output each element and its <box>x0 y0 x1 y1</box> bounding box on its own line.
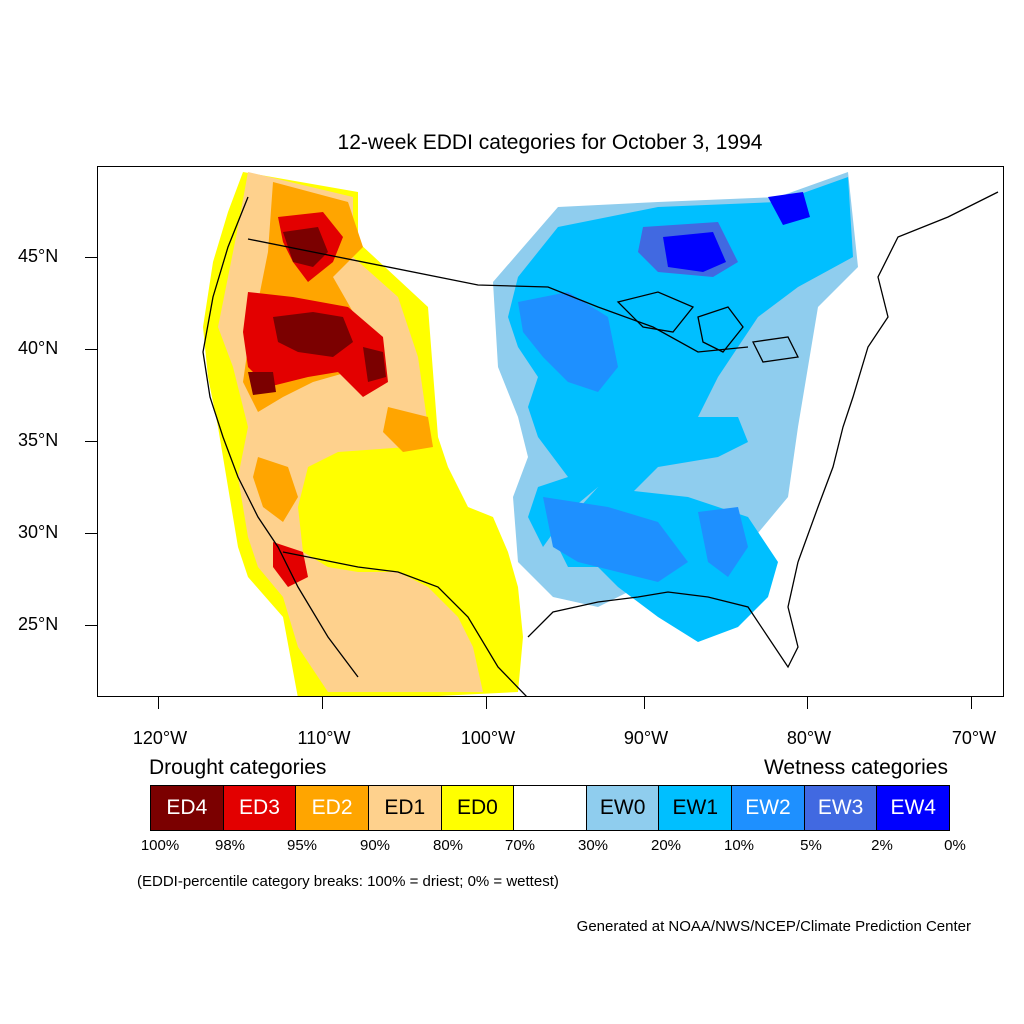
break-label: 20% <box>650 837 682 854</box>
break-label: 10% <box>723 837 755 854</box>
lat-label-40: 40°N <box>18 338 59 358</box>
ew4-region-ontario <box>663 232 726 272</box>
ed4-region-washington <box>283 227 328 267</box>
lon-tick-110 <box>322 697 323 709</box>
lon-label-80: 80°W <box>786 728 832 748</box>
great-lakes <box>616 291 799 363</box>
lat-tick-25 <box>85 625 97 626</box>
ew2-region-gulf <box>543 497 688 582</box>
ew4-region-quebec <box>768 192 810 225</box>
break-label: 98% <box>214 837 246 854</box>
ew2-region-georgia <box>698 507 748 577</box>
lat-tick-30 <box>85 533 97 534</box>
break-label: 100% <box>140 837 180 854</box>
lon-label-70: 70°W <box>951 728 997 748</box>
map-title: 12-week EDDI categories for October 3, 1… <box>337 131 763 154</box>
break-label: 95% <box>286 837 318 854</box>
legend-category-ed3: ED3 <box>223 786 297 830</box>
break-label: 30% <box>577 837 609 854</box>
lon-label-90: 90°W <box>623 728 669 748</box>
category-legend: ED4 ED3 ED2 ED1 ED0 EW0 EW1 EW2 EW3 EW4 <box>150 785 950 831</box>
ed2-region-southwest <box>253 457 298 522</box>
west-coastline <box>202 196 359 678</box>
lon-tick-90 <box>644 697 645 709</box>
wetness-categories-heading: Wetness categories <box>763 756 948 779</box>
lat-tick-40 <box>85 349 97 350</box>
ed4-region-nevada <box>248 372 276 395</box>
legend-category-neutral <box>514 786 587 830</box>
eddi-map <box>97 166 1004 697</box>
lon-label-120: 120°W <box>132 728 188 748</box>
lat-tick-45 <box>85 257 97 258</box>
canada-border <box>247 238 749 353</box>
category-breaks-note: (EDDI-percentile category breaks: 100% =… <box>137 873 559 890</box>
gulf-coastline <box>527 561 799 669</box>
lon-tick-120 <box>158 697 159 709</box>
ew1-region-east <box>508 177 853 547</box>
drought-categories-heading: Drought categories <box>149 756 327 779</box>
ew2-region-upper-midwest <box>518 292 618 392</box>
eddi-map-canvas <box>202 172 999 696</box>
break-label: 5% <box>800 837 822 854</box>
map-outlines <box>202 191 999 696</box>
legend-category-ew4: EW4 <box>877 786 950 830</box>
east-coastline <box>797 191 999 563</box>
lon-tick-80 <box>807 697 808 709</box>
ed2-region-colorado <box>383 407 433 452</box>
legend-category-ed0: ED0 <box>441 786 515 830</box>
mexico-border <box>282 551 527 696</box>
legend-category-ew1: EW1 <box>659 786 733 830</box>
lon-tick-100 <box>486 697 487 709</box>
lat-label-25: 25°N <box>18 614 59 634</box>
lat-label-35: 35°N <box>18 430 59 450</box>
break-label: 70% <box>504 837 536 854</box>
break-label: 80% <box>432 837 464 854</box>
legend-category-ed4: ED4 <box>151 786 224 830</box>
lon-tick-70 <box>971 697 972 709</box>
legend-category-ed1: ED1 <box>368 786 442 830</box>
ed4-region-wyoming <box>363 347 386 382</box>
legend-category-ed2: ED2 <box>296 786 369 830</box>
lat-label-30: 30°N <box>18 522 59 542</box>
break-label: 0% <box>944 837 966 854</box>
legend-category-ew3: EW3 <box>804 786 878 830</box>
credit-line: Generated at NOAA/NWS/NCEP/Climate Predi… <box>576 918 971 935</box>
lat-label-45: 45°N <box>18 246 59 266</box>
break-label: 90% <box>359 837 391 854</box>
lon-label-100: 100°W <box>460 728 516 748</box>
legend-category-ew2: EW2 <box>732 786 805 830</box>
break-label: 2% <box>871 837 893 854</box>
lon-label-110: 110°W <box>297 728 351 748</box>
lat-tick-35 <box>85 441 97 442</box>
legend-category-ew0: EW0 <box>586 786 660 830</box>
ed4-region-oregon-idaho <box>273 312 353 357</box>
